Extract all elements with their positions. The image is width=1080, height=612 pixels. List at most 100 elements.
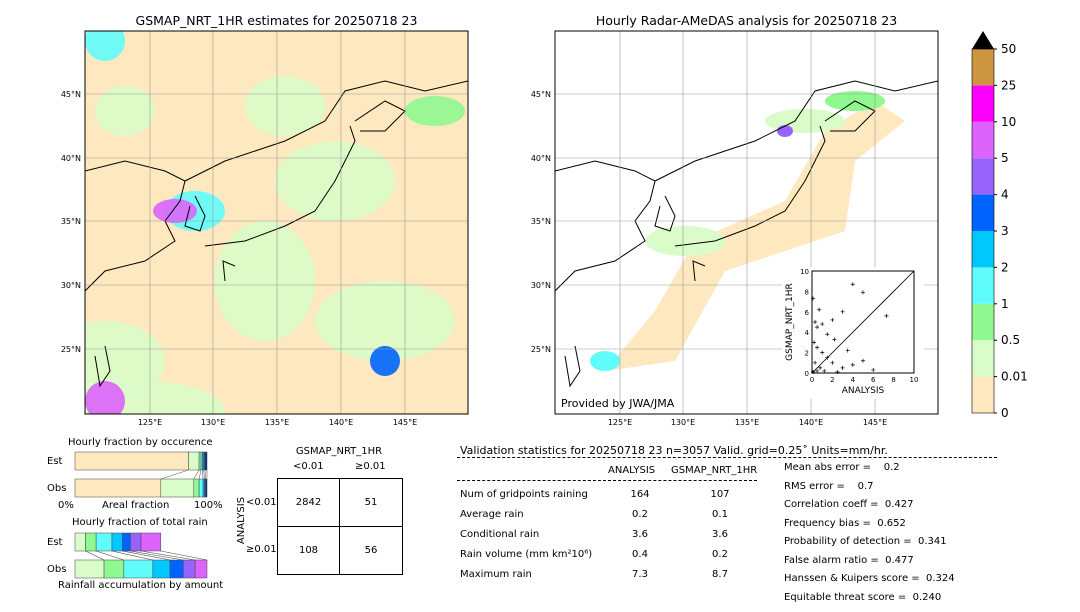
coastline (85, 160, 186, 292)
right-map-title: Hourly Radar-AMeDAS analysis for 2025071… (595, 13, 898, 28)
score-item: Correlation coeff = 0.427 (784, 499, 914, 510)
score-item: Hanssen & Kuipers score = 0.324 (784, 573, 955, 584)
rain-obs-segment (169, 559, 184, 579)
colorbar-label: 25 (1001, 78, 1016, 92)
colorbar-label: 10 (1001, 115, 1016, 129)
rain-obs-segment (194, 559, 208, 579)
lat-tick-label: 40°N (61, 154, 81, 163)
rain-est-segment (140, 532, 162, 552)
cell: 51 (340, 479, 402, 527)
rain-est-segment (122, 532, 131, 552)
rain-area (245, 76, 325, 136)
rain-area (215, 221, 315, 341)
row-header-2: ≥0.01 (246, 544, 277, 555)
score-item: Probability of detection = 0.341 (784, 536, 947, 547)
maps: 125°E 130°E 135°E 140°E 145°E 45°N 40°N 35°N 30°… (61, 30, 1028, 427)
lat-tick-label: 45°N (61, 90, 81, 99)
occ-x-min: 0% (58, 500, 74, 511)
y-tick-label: 8 (805, 288, 809, 296)
y-tick-label: 0 (805, 370, 809, 378)
fraction-bars (74, 451, 208, 579)
scatter-inset: 00 2 2 4 4 6 6 8 8 10 10 ANALYSIS GSMAP_NRT_1HR (782, 267, 924, 399)
colorbar-label: 50 (1001, 42, 1016, 56)
scatter-point (817, 307, 822, 312)
lon-tick-label: 130°E (201, 418, 225, 427)
col-header-1: <0.01 (293, 461, 324, 472)
coastline (654, 80, 938, 182)
coastline (222, 260, 236, 282)
colorbar-label: 0 (1001, 406, 1009, 420)
rain-title: Hourly fraction of total rain (72, 517, 208, 528)
lon-tick-label: 140°E (329, 418, 353, 427)
scatter-point (811, 369, 816, 374)
left-map: 125°E 130°E 135°E 140°E 145°E 45°N 40°N 35°N 30°… (61, 30, 469, 427)
rain-xlabel: Rainfall accumulation by amount (58, 580, 224, 591)
connector (204, 469, 206, 480)
rain-est-segment (85, 532, 97, 552)
lat-tick-label: 30°N (61, 281, 81, 290)
stats-analysis-value: 7.3 (632, 569, 648, 580)
rain-est-segment (74, 532, 86, 552)
stats-row-label: Conditional rain (460, 529, 540, 540)
stats-gsmap-value: 107 (710, 489, 730, 500)
connector (198, 469, 202, 480)
x-tick-label: 0 (810, 376, 814, 384)
rain-area (405, 96, 465, 126)
coastline (184, 195, 206, 232)
contingency-title: GSMAP_NRT_1HR (295, 446, 383, 457)
lon-tick-label: 125°E (608, 418, 632, 427)
scatter-point (850, 282, 855, 287)
rain-area (95, 86, 155, 136)
stats-analysis-value: 3.6 (632, 529, 648, 540)
occurrence-title: Hourly fraction by occurence (68, 437, 213, 448)
rain-est-segment (95, 532, 113, 552)
occ-xlabel: Areal fraction (102, 500, 170, 511)
coastline (184, 80, 468, 182)
rain-area (315, 281, 455, 361)
stats-row-label: Maximum rain (460, 569, 532, 580)
rain-area (85, 381, 125, 414)
scatter-point (813, 320, 818, 324)
scatter-point (818, 365, 823, 370)
stats-gsmap-value: 8.7 (712, 569, 728, 580)
contingency-table: 2842 51 108 56 (277, 478, 403, 575)
stats-row-label: Num of gridpoints raining (460, 489, 588, 500)
rain-area (590, 351, 620, 371)
connector (140, 550, 196, 561)
connector (202, 469, 204, 480)
colorbar-segment (972, 121, 994, 159)
colorbar-label: 1 (1001, 297, 1009, 311)
lat-tick-label: 35°N (61, 217, 81, 226)
colorbar-segment (972, 49, 994, 86)
scatter-point (861, 290, 865, 295)
colorbar-segment (972, 340, 994, 377)
rain-obs-label: Obs (47, 564, 67, 575)
scatter-point (811, 296, 816, 301)
connector (122, 550, 171, 561)
scatter-point (840, 309, 845, 314)
colorbar-label: 0.01 (1001, 370, 1028, 384)
lon-tick-label: 135°E (735, 418, 759, 427)
stats-row-label: Rain volume (mm km²10⁶) (460, 549, 593, 560)
rain-layer (85, 31, 468, 414)
stats-row-label: Average rain (460, 509, 524, 520)
colorbar-label: 4 (1001, 188, 1009, 202)
lat-tick-label: 45°N (531, 90, 551, 99)
cell: 2842 (278, 479, 340, 527)
lat-tick-label: 25°N (531, 345, 551, 354)
coastline (94, 345, 111, 388)
colorbar-segment (972, 303, 994, 341)
scatter-point (835, 369, 840, 374)
occurrence-est-segment (74, 451, 189, 471)
lon-tick-label: 140°E (799, 418, 823, 427)
scatter-point (815, 325, 820, 330)
analysis-coverage (605, 101, 905, 371)
scatter-point (820, 350, 825, 355)
coastline (555, 160, 656, 292)
connector (160, 469, 189, 480)
lon-tick-label: 130°E (671, 418, 695, 427)
score-item: Frequency bias = 0.652 (784, 517, 906, 529)
connector (203, 469, 205, 480)
map-frame (554, 30, 939, 415)
colorbar-segment (972, 158, 994, 195)
